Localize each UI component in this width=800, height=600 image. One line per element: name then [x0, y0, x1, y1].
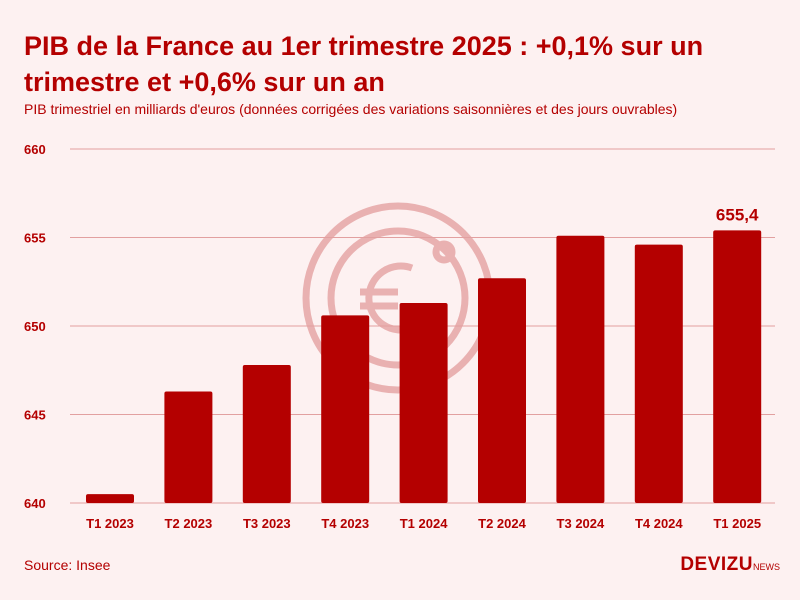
data-labels: 655,4	[716, 205, 759, 224]
bar-t3-2024	[556, 235, 605, 504]
x-tick-label: T3 2023	[243, 516, 291, 531]
x-tick-label: T4 2023	[321, 516, 369, 531]
x-tick-label: T1 2023	[86, 516, 134, 531]
chart-title: PIB de la France au 1er trimestre 2025 :…	[24, 31, 704, 97]
brand-logo: DEVIZUNEWS	[680, 554, 780, 576]
bar-t2-2024	[478, 278, 526, 503]
bar-t4-2024	[634, 244, 683, 503]
x-tick-label: T2 2023	[165, 516, 213, 531]
bar-t1-2023	[86, 494, 134, 503]
y-tick-label: 650	[24, 319, 46, 334]
chart-subtitle: PIB trimestriel en milliards d'euros (do…	[24, 101, 678, 117]
y-tick-label: 655	[24, 231, 46, 246]
bar-t1-2024	[399, 302, 448, 503]
euro-coin-icon	[302, 202, 494, 394]
brand-name: DEVIZU	[680, 554, 753, 575]
brand-suffix: NEWS	[753, 562, 780, 572]
y-tick-label: 660	[24, 142, 46, 157]
bar-series	[86, 230, 762, 504]
y-tick-label: 640	[24, 496, 46, 511]
x-tick-label: T1 2024	[400, 516, 448, 531]
x-tick-label: T1 2025	[713, 516, 761, 531]
bar-t1-2025	[713, 230, 762, 504]
y-axis: 640 645 650 655 660	[24, 142, 46, 511]
source-note: Source: Insee	[24, 557, 111, 573]
x-tick-label: T2 2024	[478, 516, 526, 531]
bar-t3-2023	[242, 364, 291, 503]
x-tick-label: T3 2024	[557, 516, 605, 531]
bar-t4-2023	[321, 315, 370, 503]
x-tick-label: T4 2024	[635, 516, 683, 531]
data-label: 655,4	[716, 205, 759, 224]
bar-t2-2023	[164, 391, 213, 503]
y-tick-label: 645	[24, 408, 46, 423]
x-axis: T1 2023 T2 2023 T3 2023 T4 2023 T1 2024 T2 20…	[86, 516, 761, 531]
